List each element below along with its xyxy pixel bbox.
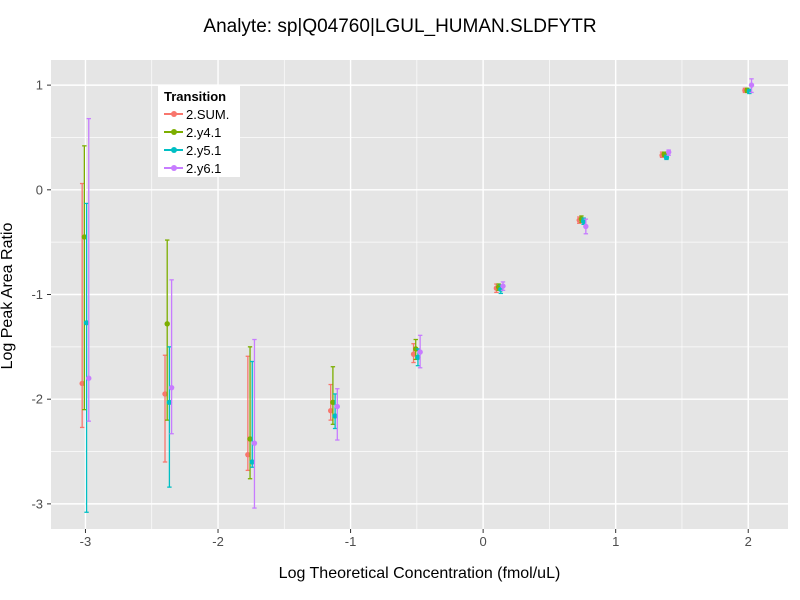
legend-label: 2.y4.1 (186, 124, 222, 140)
legend-key-icon (164, 108, 183, 120)
y-tick-label: -3 (31, 496, 43, 511)
legend-key-icon (164, 126, 183, 138)
data-point (415, 354, 421, 361)
legend-key-dot (170, 111, 177, 117)
legend-key-icon (164, 162, 183, 174)
data-point (332, 413, 338, 419)
data-point (168, 384, 175, 391)
data-point (580, 218, 587, 224)
data-point (748, 82, 755, 88)
data-point (328, 408, 334, 414)
legend-item: 2.y5.1 (164, 141, 240, 159)
data-point (79, 380, 85, 387)
data-point (249, 459, 255, 465)
legend-item: 2.SUM. (164, 105, 240, 123)
legend-label: 2.y6.1 (186, 160, 222, 176)
data-point (81, 234, 88, 240)
legend-label: 2.SUM. (186, 106, 230, 122)
legend-items: 2.SUM. 2.y4.1 2.y5.1 2.y6.1 (164, 105, 240, 177)
legend-key-icon (164, 144, 183, 156)
y-tick-label: -1 (31, 287, 43, 302)
data-point (665, 149, 672, 155)
data-point (247, 436, 253, 442)
legend-item: 2.y6.1 (164, 159, 240, 177)
data-point (663, 154, 670, 161)
data-point (86, 375, 92, 381)
data-point (410, 351, 417, 357)
data-point (162, 391, 168, 397)
data-point (245, 451, 251, 458)
data-point (164, 321, 170, 327)
data-point (251, 440, 258, 446)
data-point (166, 399, 173, 406)
data-point (330, 399, 336, 406)
x-tick-label: -3 (80, 534, 92, 549)
y-tick-label: -2 (31, 392, 43, 407)
legend-title: Transition (164, 89, 227, 104)
legend-key-dot (170, 147, 177, 153)
x-tick-label: 1 (612, 534, 619, 549)
data-point (583, 223, 589, 230)
data-point (83, 320, 90, 326)
legend-box: Transition 2.SUM. 2.y4.1 2.y5.1 2.y6.1 (158, 85, 240, 177)
legend-key-dot (170, 165, 177, 171)
data-point (413, 346, 419, 352)
data-point (417, 349, 423, 355)
y-tick-label: 1 (36, 78, 43, 93)
y-tick-label: 0 (36, 182, 43, 197)
x-tick-label: 2 (745, 534, 752, 549)
y-axis-title: Log Peak Area Ratio (0, 222, 16, 370)
data-point (334, 403, 341, 410)
x-tick-label: 0 (480, 534, 487, 549)
legend-label: 2.y5.1 (186, 142, 222, 158)
legend-item: 2.y4.1 (164, 123, 240, 141)
legend-key-dot (170, 129, 177, 135)
x-axis-title: Log Theoretical Concentration (fmol/uL) (278, 565, 561, 582)
chart-title: Analyte: sp|Q04760|LGUL_HUMAN.SLDFYTR (203, 16, 597, 37)
x-tick-label: -2 (212, 534, 224, 549)
x-tick-label: -1 (345, 534, 357, 549)
data-point (500, 283, 506, 289)
